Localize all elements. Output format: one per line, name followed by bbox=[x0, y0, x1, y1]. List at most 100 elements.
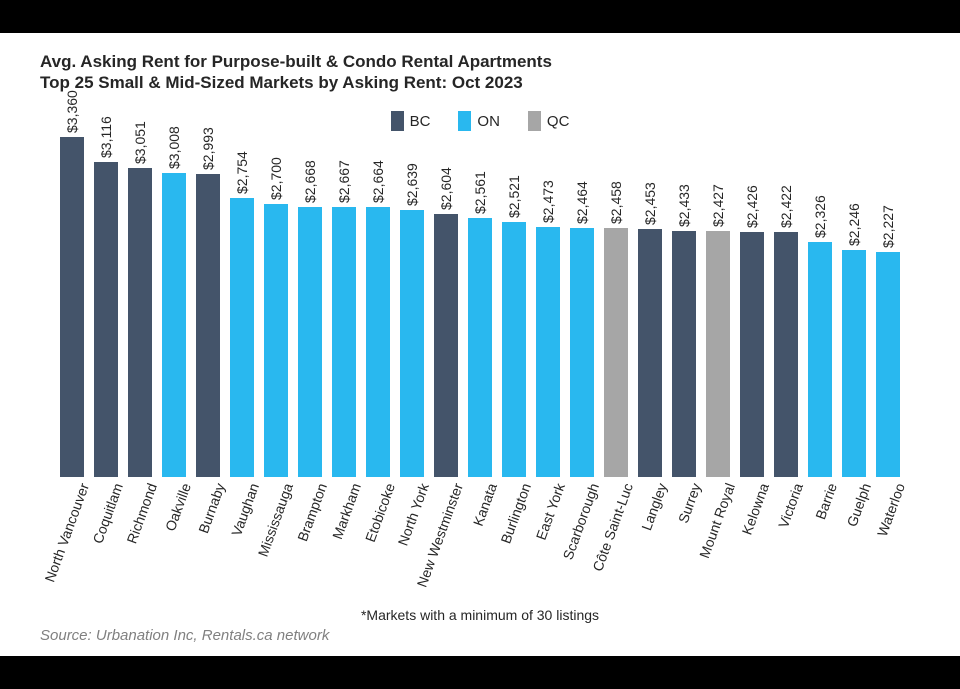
bar-value-label: $2,561 bbox=[472, 171, 488, 218]
bar-value-label: $2,667 bbox=[336, 160, 352, 207]
bar-column: $2,433Surrey bbox=[672, 231, 696, 477]
bar-rect bbox=[502, 222, 526, 477]
bar-rect bbox=[400, 210, 424, 477]
bar-plot-area: $3,360North Vancouver $3,116Coquitlam $3,0… bbox=[60, 137, 930, 477]
bar-column: $3,008Oakville bbox=[162, 173, 186, 477]
title-line-1: Avg. Asking Rent for Purpose-built & Con… bbox=[40, 51, 552, 72]
bar-category-label: Surrey bbox=[669, 477, 704, 525]
bar-value-label: $2,227 bbox=[880, 205, 896, 252]
bar-rect bbox=[536, 227, 560, 477]
bar-category-label: Waterloo bbox=[868, 477, 908, 539]
bar-column: $2,993Burnaby bbox=[196, 174, 220, 477]
bar-rect bbox=[468, 218, 492, 477]
title-line-2: Top 25 Small & Mid-Sized Markets by Aski… bbox=[40, 72, 552, 93]
bar-column: $2,668Brampton bbox=[298, 207, 322, 477]
bar-rect bbox=[264, 204, 288, 477]
footnote: *Markets with a minimum of 30 listings bbox=[0, 607, 960, 623]
bar-rect bbox=[196, 174, 220, 477]
legend-item-qc: QC bbox=[528, 111, 570, 131]
bar-column: $2,700Mississauga bbox=[264, 204, 288, 477]
bar-value-label: $2,458 bbox=[608, 181, 624, 228]
bar-rect bbox=[638, 229, 662, 477]
bar-rect bbox=[94, 162, 118, 477]
bar-value-label: $2,664 bbox=[370, 161, 386, 208]
chart-title: Avg. Asking Rent for Purpose-built & Con… bbox=[40, 51, 552, 94]
bar-value-label: $2,426 bbox=[744, 185, 760, 232]
bar-rect bbox=[366, 207, 390, 477]
bar-rect bbox=[672, 231, 696, 477]
legend-swatch bbox=[528, 111, 541, 131]
legend-item-bc: BC bbox=[391, 111, 431, 131]
bar-column: $2,473East York bbox=[536, 227, 560, 477]
bar-rect bbox=[774, 232, 798, 477]
bar-value-label: $2,453 bbox=[642, 182, 658, 229]
bar-column: $2,246Guelph bbox=[842, 250, 866, 477]
bar-column: $2,561Kanata bbox=[468, 218, 492, 477]
bar-column: $2,604New Westminster bbox=[434, 214, 458, 478]
bar-column: $2,422Victoria bbox=[774, 232, 798, 477]
bar-column: $3,051Richmond bbox=[128, 168, 152, 477]
bar-category-label: Barrie bbox=[807, 477, 841, 522]
bar-category-label: Langley bbox=[633, 477, 671, 532]
bar-value-label: $2,473 bbox=[540, 180, 556, 227]
bar-column: $2,667Markham bbox=[332, 207, 356, 477]
bar-category-label: Victoria bbox=[769, 477, 806, 530]
bar-value-label: $3,051 bbox=[132, 121, 148, 168]
bar-category-label: Kanata bbox=[464, 477, 501, 528]
bar-value-label: $3,008 bbox=[166, 126, 182, 173]
bar-column: $2,427Mount Royal bbox=[706, 231, 730, 477]
bar-category-label: Kelowna bbox=[733, 477, 773, 537]
bar-value-label: $2,993 bbox=[200, 127, 216, 174]
bar-value-label: $2,604 bbox=[438, 167, 454, 214]
bar-rect bbox=[298, 207, 322, 477]
bar-value-label: $2,427 bbox=[710, 185, 726, 232]
bar-value-label: $2,246 bbox=[846, 203, 862, 250]
legend-swatch bbox=[391, 111, 404, 131]
bar-column: $2,458Côte Saint-Luc bbox=[604, 228, 628, 477]
bar-value-label: $2,326 bbox=[812, 195, 828, 242]
bar-category-label: North Vancouver bbox=[36, 477, 93, 584]
bar-rect bbox=[128, 168, 152, 477]
bar-rect bbox=[162, 173, 186, 477]
bar-column: $2,227Waterloo bbox=[876, 252, 900, 477]
bar-column: $2,326Barrie bbox=[808, 242, 832, 477]
legend-label: QC bbox=[547, 113, 570, 130]
bar-column: $3,360North Vancouver bbox=[60, 137, 84, 477]
bar-value-label: $2,433 bbox=[676, 184, 692, 231]
legend-item-on: ON bbox=[458, 111, 500, 131]
bar-column: $2,464Scarborough bbox=[570, 228, 594, 477]
bar-value-label: $3,360 bbox=[64, 90, 80, 137]
bar-category-label: Guelph bbox=[838, 477, 875, 529]
bar-rect bbox=[434, 214, 458, 478]
bar-column: $2,664Etobicoke bbox=[366, 207, 390, 477]
bar-column: $2,426Kelowna bbox=[740, 232, 764, 477]
bar-value-label: $2,422 bbox=[778, 185, 794, 232]
bar-column: $2,754Vaughan bbox=[230, 198, 254, 477]
bar-rect bbox=[570, 228, 594, 477]
bar-value-label: $2,700 bbox=[268, 157, 284, 204]
bar-column: $2,639North York bbox=[400, 210, 424, 477]
bar-rect bbox=[60, 137, 84, 477]
bar-column: $2,453Langley bbox=[638, 229, 662, 477]
legend-swatch bbox=[458, 111, 471, 131]
bar-value-label: $2,668 bbox=[302, 160, 318, 207]
bar-rect bbox=[604, 228, 628, 477]
bar-column: $2,521Burlington bbox=[502, 222, 526, 477]
bar-rect bbox=[808, 242, 832, 477]
source-line: Source: Urbanation Inc, Rentals.ca netwo… bbox=[40, 627, 329, 644]
bar-category-label: Oakville bbox=[156, 477, 194, 533]
bar-value-label: $2,464 bbox=[574, 181, 590, 228]
bar-rect bbox=[740, 232, 764, 477]
bar-value-label: $2,639 bbox=[404, 163, 420, 210]
bar-column: $3,116Coquitlam bbox=[94, 162, 118, 477]
bar-rect bbox=[842, 250, 866, 477]
bar-value-label: $2,521 bbox=[506, 175, 522, 222]
chart-canvas: Avg. Asking Rent for Purpose-built & Con… bbox=[0, 33, 960, 656]
legend-label: BC bbox=[410, 113, 431, 130]
bar-rect bbox=[230, 198, 254, 477]
bar-value-label: $2,754 bbox=[234, 152, 250, 199]
bar-rect bbox=[876, 252, 900, 477]
legend-label: ON bbox=[477, 113, 500, 130]
bar-rect bbox=[332, 207, 356, 477]
bar-rect bbox=[706, 231, 730, 477]
